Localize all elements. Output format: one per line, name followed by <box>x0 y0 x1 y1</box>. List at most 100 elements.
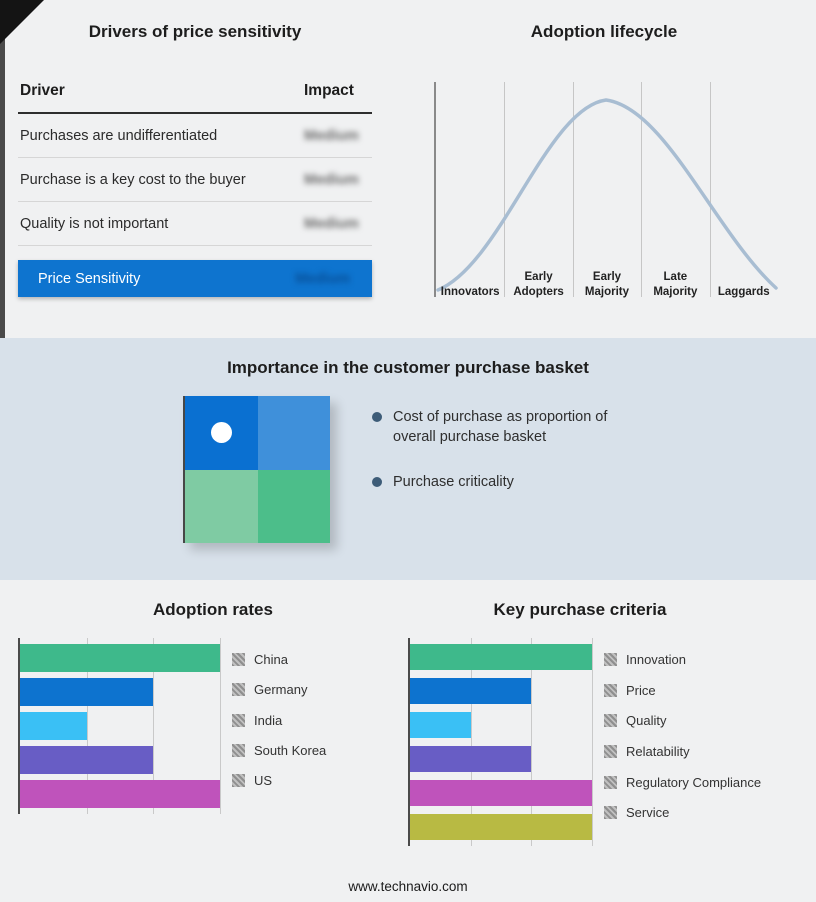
matrix-cell-bottom-right <box>257 469 330 543</box>
matrix-cell-top-right <box>257 396 330 470</box>
legend-label: US <box>254 773 273 789</box>
adoption-lifecycle-panel: Adoption lifecycle Innovators Early Adop… <box>392 0 816 338</box>
legend-swatch-redacted <box>232 713 245 727</box>
impact-cell-redacted: Medium <box>304 171 359 188</box>
legend-item: India <box>232 705 326 735</box>
bar-price <box>410 678 532 704</box>
purchase-basket-section: Importance in the customer purchase bask… <box>0 338 816 580</box>
bar-relatability <box>410 746 532 772</box>
highlight-impact-redacted: Medium <box>295 270 350 287</box>
stage-label: Early Adopters <box>513 271 564 298</box>
bars-container <box>20 644 220 808</box>
legend-swatch-redacted <box>604 652 617 666</box>
legend-swatch-redacted <box>232 743 245 757</box>
stage-label: Late Majority <box>653 271 698 298</box>
bullet-icon <box>372 477 382 488</box>
impact-cell-redacted: Medium <box>304 215 359 232</box>
driver-cell: Quality is not important <box>20 215 169 232</box>
lifecycle-bell-curve-chart: Innovators Early Adopters Early Majority… <box>434 82 778 299</box>
table-row: Purchase is a key cost to the buyer Medi… <box>18 158 372 202</box>
basket-title: Importance in the customer purchase bask… <box>227 358 589 377</box>
bar-row <box>410 644 592 670</box>
adoption-rates-chart: Adoption rates China Germany India South Ko… <box>0 592 408 902</box>
legend-label: Quality <box>626 713 667 729</box>
legend-item: US <box>232 766 326 796</box>
gridline <box>470 638 472 846</box>
bar-plot <box>408 638 593 846</box>
bar-service <box>410 814 592 840</box>
bullet-item: Purchase criticality <box>372 473 644 493</box>
driver-cell: Purchases are undifferentiated <box>20 127 218 144</box>
lifecycle-stage-labels: Innovators Early Adopters Early Majority… <box>436 270 778 299</box>
driver-cell: Purchase is a key cost to the buyer <box>20 171 246 188</box>
legend-item: Innovation <box>604 644 761 675</box>
legend-label: China <box>254 651 288 667</box>
driver-column-header: Driver <box>20 82 65 99</box>
price-sensitivity-panel: Drivers of price sensitivity Driver Impa… <box>0 0 392 338</box>
bar-row <box>20 644 220 672</box>
gridline <box>641 82 643 297</box>
gridline <box>531 638 533 846</box>
impact-column-header: Impact <box>304 82 354 99</box>
highlight-label: Price Sensitivity <box>38 270 141 287</box>
bar-row <box>20 678 220 706</box>
bar-china <box>20 644 220 672</box>
lifecycle-title: Adoption lifecycle <box>530 22 678 41</box>
legend-item: China <box>232 644 326 674</box>
matrix-cell-bottom-left <box>185 469 258 543</box>
gridline <box>592 638 593 846</box>
legend-label: Price <box>626 682 656 698</box>
stage-label: Innovators <box>440 285 500 298</box>
legend-swatch-redacted <box>604 714 617 728</box>
chart-legend: Innovation Price Quality Relatability Regula… <box>604 638 761 834</box>
gridline <box>572 82 574 297</box>
drivers-title: Drivers of price sensitivity <box>88 22 302 41</box>
bar-row <box>20 712 220 740</box>
left-edge-strip <box>0 0 5 338</box>
legend-label: Regulatory Compliance <box>626 774 762 790</box>
legend-swatch-redacted <box>604 744 617 758</box>
basket-bullet-list: Cost of purchase as proportion of overal… <box>372 408 644 543</box>
key-purchase-criteria-chart: Key purchase criteria Innovation Price Qua… <box>408 592 816 902</box>
legend-swatch-redacted <box>604 683 617 697</box>
bar-row <box>410 678 592 704</box>
legend-swatch-redacted <box>604 775 617 789</box>
table-row: Purchases are undifferentiated Medium <box>18 114 372 158</box>
chart-legend: China Germany India South Korea US <box>232 638 326 802</box>
legend-item: Regulatory Compliance <box>604 767 761 798</box>
position-marker-dot <box>211 422 232 443</box>
gridline <box>504 82 506 297</box>
legend-label: Germany <box>254 682 308 698</box>
legend-item: Service <box>604 797 761 828</box>
legend-item: Quality <box>604 705 761 736</box>
legend-item: Relatability <box>604 736 761 767</box>
stage-label: Laggards <box>717 285 770 298</box>
legend-label: Service <box>626 805 670 821</box>
bar-row <box>410 746 592 772</box>
purchase-basket-matrix <box>183 396 330 543</box>
gridline <box>86 638 88 814</box>
bar-us <box>20 780 220 808</box>
chart-body: Innovation Price Quality Relatability Regula… <box>408 638 816 846</box>
bullet-text: Cost of purchase as proportion of overal… <box>393 409 608 445</box>
legend-label: India <box>254 712 283 728</box>
bar-south-korea <box>20 746 154 774</box>
corner-fold-decoration <box>0 0 44 44</box>
bar-row <box>20 780 220 808</box>
bar-row <box>410 814 592 840</box>
legend-label: Innovation <box>626 651 686 667</box>
legend-label: South Korea <box>254 742 327 758</box>
gridline <box>220 638 221 814</box>
legend-swatch-redacted <box>232 652 245 666</box>
chart-body: China Germany India South Korea US <box>18 638 408 814</box>
website-url: www.technavio.com <box>348 879 468 894</box>
bar-row <box>20 746 220 774</box>
bar-row <box>410 780 592 806</box>
chart-title: Adoption rates <box>153 600 273 619</box>
bar-quality <box>410 712 471 738</box>
legend-swatch-redacted <box>232 774 245 788</box>
bars-container <box>410 644 592 840</box>
legend-item: Germany <box>232 674 326 704</box>
gridline <box>709 82 711 297</box>
